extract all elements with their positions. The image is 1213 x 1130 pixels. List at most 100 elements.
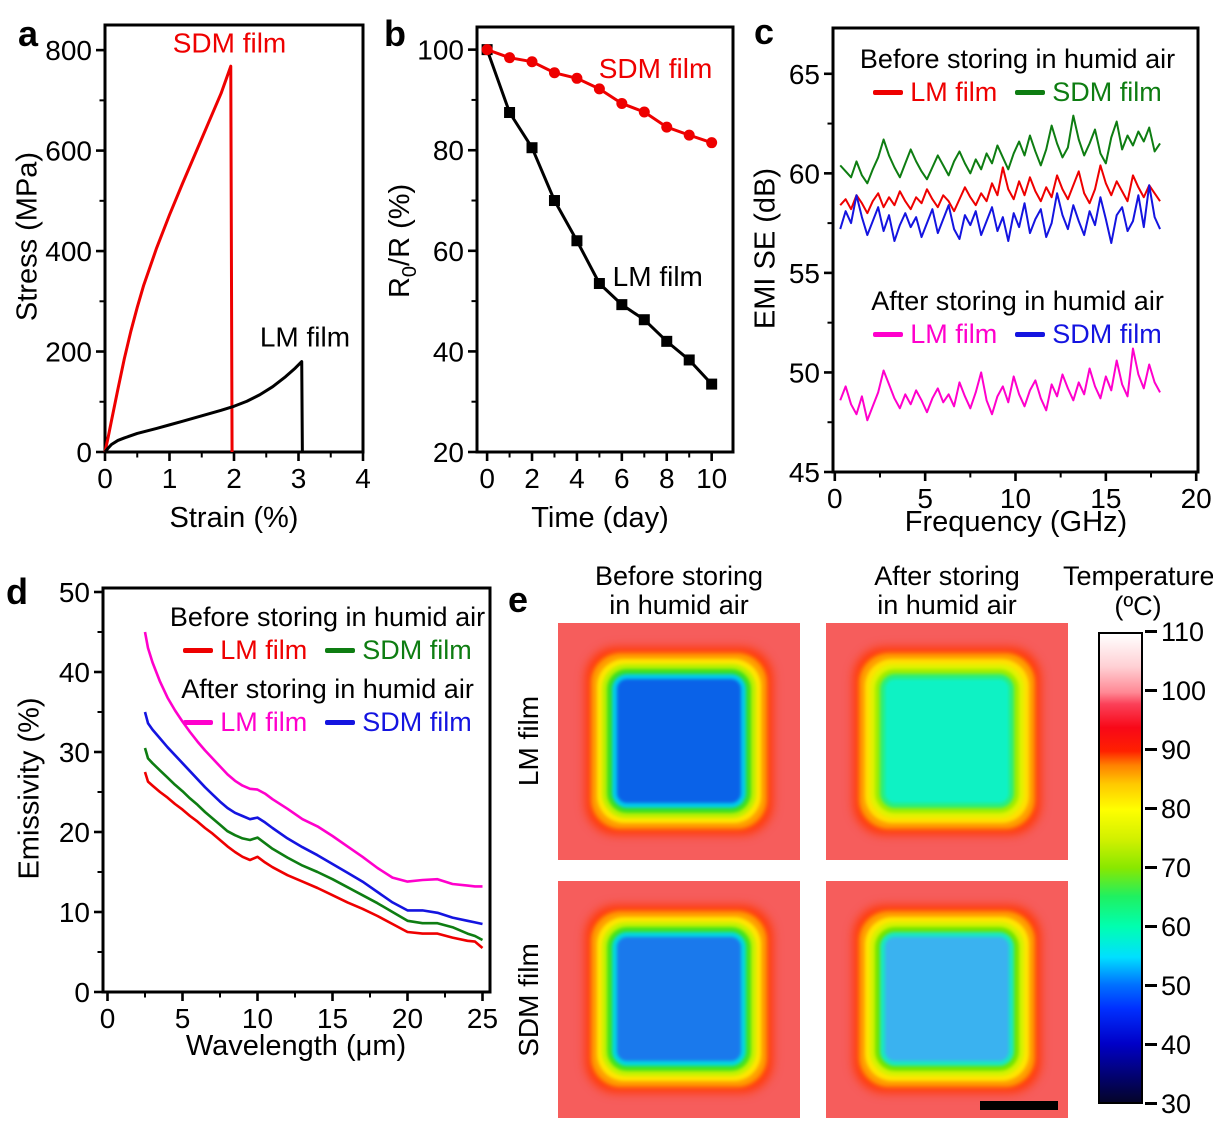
- data-point: [661, 121, 673, 133]
- svg-text:2: 2: [226, 463, 242, 494]
- colorbar-tick: [1145, 807, 1157, 810]
- panel-letter-d: d: [6, 571, 28, 612]
- svg-text:600: 600: [45, 136, 92, 167]
- legend-label: SDM film: [1052, 319, 1162, 349]
- svg-text:50: 50: [789, 357, 820, 388]
- colorbar-tick: [1145, 984, 1157, 987]
- data-point: [504, 52, 516, 64]
- series-sdm-film-after: [839, 184, 1161, 245]
- colorbar-tick: [1145, 630, 1157, 633]
- legend-line-swatch: [325, 647, 356, 653]
- series-lm-film-after: [839, 347, 1161, 422]
- svg-text:30: 30: [59, 737, 90, 768]
- header-line: After storing: [874, 561, 1020, 591]
- legend-label: LM film: [220, 707, 308, 737]
- svg-text:20: 20: [1181, 483, 1212, 514]
- x-axis-title-c: Frequency (GHz): [904, 506, 1128, 538]
- svg-text:20: 20: [433, 437, 464, 468]
- chart-d: 0 5 10 15 20 25 0 10 20 30 40 50: [59, 577, 498, 1034]
- svg-text:1: 1: [162, 463, 178, 494]
- data-point: [481, 44, 493, 56]
- svg-text:200: 200: [45, 337, 92, 368]
- row-label-sdm-film: SDM film: [513, 943, 544, 1057]
- legend-line-swatch: [873, 89, 904, 95]
- svg-text:60: 60: [789, 158, 820, 189]
- legend-line-swatch: [1015, 89, 1046, 95]
- legend-title: After storing in humid air: [181, 674, 474, 704]
- svg-text:25: 25: [467, 1003, 498, 1034]
- legend-title: After storing in humid air: [871, 286, 1164, 316]
- legend-label: LM film: [220, 635, 308, 665]
- svg-text:8: 8: [659, 463, 675, 494]
- svg-text:0: 0: [827, 483, 843, 514]
- svg-text:0: 0: [74, 977, 90, 1008]
- legend-d-after: After storing in humid air LM film SDM f…: [155, 674, 500, 737]
- svg-text:400: 400: [45, 236, 92, 267]
- colorbar-tick-label: 40: [1161, 1030, 1192, 1060]
- legend-entry: LM film: [873, 77, 997, 107]
- legend-label: SDM film: [362, 635, 472, 665]
- legend-line-swatch: [1015, 331, 1046, 337]
- header-line: in humid air: [877, 590, 1017, 620]
- y-axis-title-c: EMI SE (dB): [749, 167, 782, 330]
- column-header-before: Before storing in humid air: [558, 562, 800, 620]
- temperature-colorbar: [1098, 632, 1143, 1104]
- curve-annotation: SDM film: [173, 28, 287, 59]
- data-point: [571, 72, 583, 84]
- legend-entry: SDM film: [325, 635, 472, 665]
- svg-text:60: 60: [433, 236, 464, 267]
- svg-text:15: 15: [1090, 483, 1121, 514]
- data-point: [706, 378, 718, 390]
- data-point: [638, 106, 650, 118]
- colorbar-tick-label: 50: [1161, 971, 1192, 1001]
- thermal-sample-square: [885, 679, 1009, 803]
- svg-text:4: 4: [569, 463, 585, 494]
- svg-text:10: 10: [696, 463, 727, 494]
- y-axis-title-a: Stress (MPa): [11, 151, 44, 322]
- thermal-sample-square: [617, 937, 741, 1061]
- svg-text:55: 55: [789, 258, 820, 289]
- data-point: [683, 129, 695, 141]
- svg-text:10: 10: [1000, 483, 1031, 514]
- series-sdm-film-before: [143, 747, 484, 942]
- data-point: [526, 56, 538, 68]
- legend-c-before: Before storing in humid air LM film SDM …: [845, 44, 1190, 107]
- legend-entry: LM film: [873, 319, 997, 349]
- svg-text:10: 10: [242, 1003, 273, 1034]
- data-point: [593, 83, 605, 95]
- data-point: [683, 354, 695, 366]
- svg-text:2: 2: [524, 463, 540, 494]
- colorbar-tick-label: 60: [1161, 912, 1192, 942]
- x-axis-title-b: Time (day): [531, 502, 669, 534]
- colorbar-tick-label: 100: [1161, 676, 1207, 706]
- legend-c-after: After storing in humid air LM film SDM f…: [845, 286, 1190, 349]
- legend-line-swatch: [325, 719, 356, 725]
- thermal-sample-wrap: [558, 881, 800, 1118]
- series-sdm-film: [103, 64, 234, 453]
- curve-annotation: LM film: [613, 261, 703, 292]
- x-axis-title-d: Wavelength (μm): [185, 1030, 407, 1062]
- legend-title: Before storing in humid air: [859, 44, 1176, 74]
- colorbar-tick: [1145, 1102, 1157, 1105]
- thermal-sample-square: [617, 679, 741, 803]
- svg-text:800: 800: [45, 35, 92, 66]
- data-point: [661, 335, 673, 347]
- panel-letter-c: c: [754, 11, 775, 52]
- row-label-lm-film: LM film: [513, 695, 544, 787]
- data-point: [616, 299, 628, 311]
- scale-bar: [980, 1101, 1058, 1110]
- panel-letter-b: b: [384, 13, 406, 54]
- legend-d-before: Before storing in humid air LM film SDM …: [155, 602, 500, 665]
- series-sdm-film-after: [143, 711, 483, 926]
- colorbar-tick: [1145, 748, 1157, 751]
- thermal-sample-wrap: [826, 881, 1068, 1118]
- legend-line-swatch: [183, 719, 214, 725]
- legend-entry: SDM film: [325, 707, 472, 737]
- svg-text:80: 80: [433, 135, 464, 166]
- chart-a: 0 1 2 3 4 0 200 400 600 800 SDM film LM film: [45, 23, 371, 494]
- data-point: [616, 97, 628, 109]
- data-point: [504, 107, 516, 119]
- data-point: [548, 195, 560, 207]
- svg-text:0: 0: [479, 463, 495, 494]
- legend-label: SDM film: [362, 707, 472, 737]
